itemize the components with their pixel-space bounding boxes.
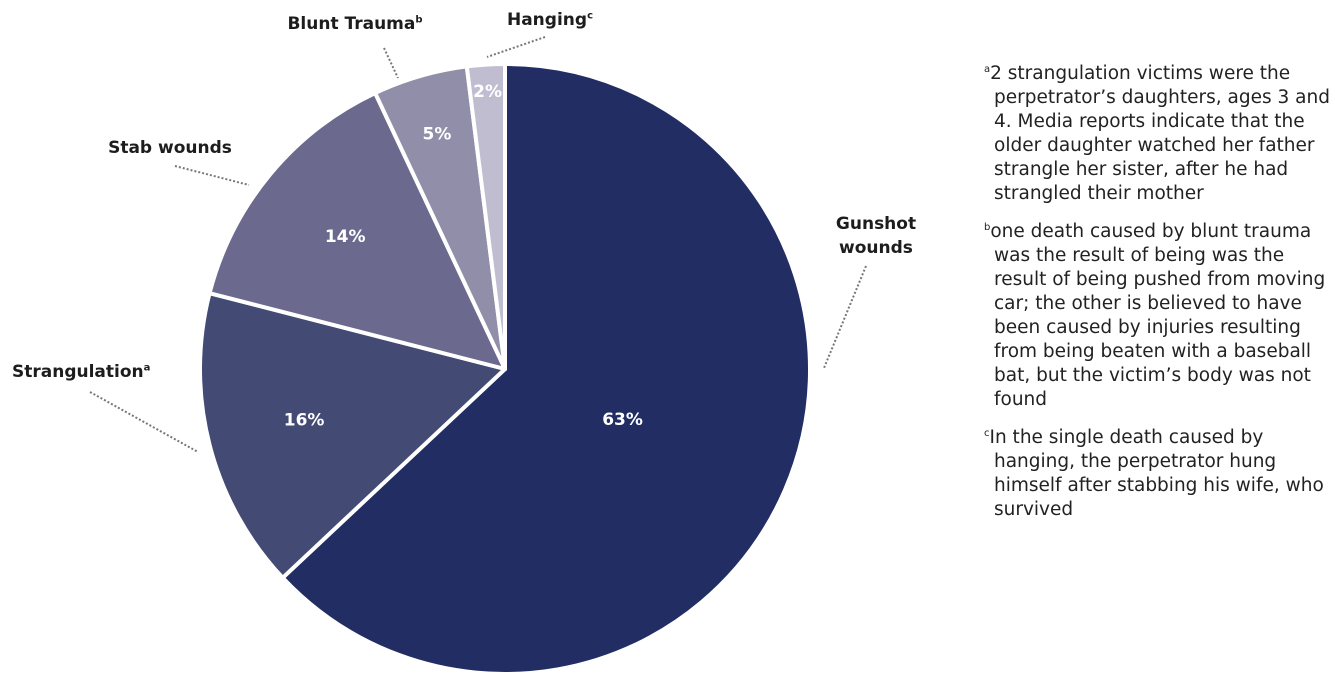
- slice-label: 2%: [473, 82, 502, 102]
- category-label: Gunshot wounds: [820, 212, 932, 260]
- category-label: Stab wounds: [90, 136, 250, 160]
- footnote-mark: c: [587, 10, 593, 22]
- slice-label: 14%: [325, 227, 366, 247]
- category-text: Gunshot wounds: [835, 214, 917, 258]
- category-text: Hanging: [506, 10, 588, 30]
- leader-line: [89, 391, 199, 453]
- category-text: Strangulation: [12, 362, 144, 382]
- leader-line: [486, 36, 546, 58]
- category-label: Strangulationa: [12, 360, 212, 384]
- footnote-text: 2 strangulation victims were the perpetr…: [990, 63, 1330, 204]
- category-text: Stab wounds: [108, 138, 232, 158]
- leader-line: [174, 165, 250, 186]
- pie-slice: [464, 62, 507, 371]
- slice-label: 63%: [602, 410, 643, 430]
- slice-label: 5%: [422, 125, 451, 145]
- footnotes: a2 strangulation victims were the perpet…: [984, 62, 1334, 536]
- pie-slice: [207, 91, 507, 371]
- footnote: a2 strangulation victims were the perpet…: [984, 62, 1334, 206]
- footnote-mark: a: [984, 63, 991, 75]
- leader-line: [383, 47, 399, 79]
- category-label: Hangingc: [490, 8, 610, 32]
- slice-label: 16%: [284, 411, 325, 431]
- category-text: Blunt Trauma: [287, 14, 416, 34]
- pie-slice: [198, 291, 507, 580]
- footnote-text: In the single death caused by hanging, t…: [989, 427, 1324, 520]
- category-label: Blunt Traumab: [270, 12, 440, 36]
- pie-slice: [280, 62, 812, 673]
- footnote-text: one death caused by blunt trauma was the…: [990, 221, 1326, 410]
- footnote: bone death caused by blunt trauma was th…: [984, 220, 1334, 412]
- footnote-mark: b: [415, 14, 423, 26]
- leader-line: [823, 265, 867, 369]
- footnote: cIn the single death caused by hanging, …: [984, 426, 1334, 522]
- footnote-mark: c: [984, 427, 990, 439]
- footnote-mark: a: [143, 362, 151, 374]
- footnote-mark: b: [984, 221, 991, 233]
